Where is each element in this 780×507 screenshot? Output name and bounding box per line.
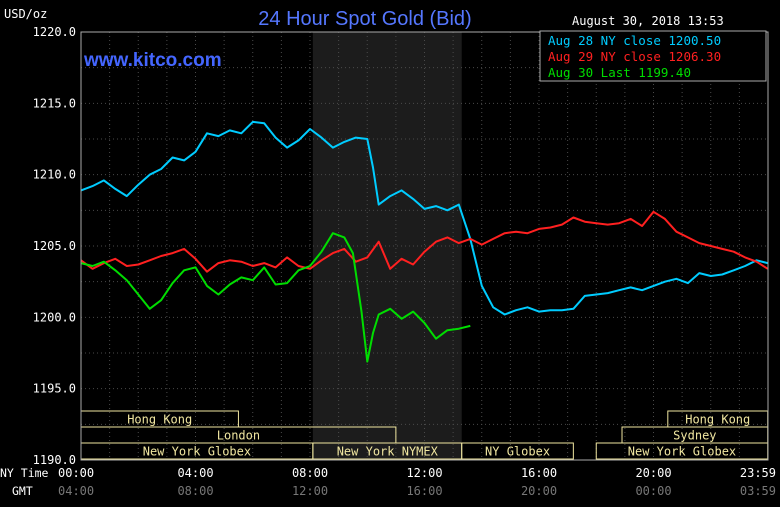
y-tick-label: 1215.0 bbox=[33, 96, 76, 110]
y-tick-label: 1220.0 bbox=[33, 25, 76, 39]
x-tick-label-ny: 20:00 bbox=[635, 466, 671, 480]
session-label: NY Globex bbox=[485, 445, 550, 459]
y-tick-label: 1210.0 bbox=[33, 168, 76, 182]
x-tick-label-ny: 08:00 bbox=[292, 466, 328, 480]
series-line-aug29 bbox=[80, 210, 769, 273]
y-axis-unit-label: USD/oz bbox=[4, 7, 47, 21]
x-tick-label-ny: 04:00 bbox=[177, 466, 213, 480]
session-label: Sydney bbox=[673, 429, 716, 443]
plot-border bbox=[80, 31, 769, 461]
session-label: New York Globex bbox=[628, 445, 736, 459]
x-tick-label-gmt: 04:00 bbox=[58, 484, 94, 498]
legend-box bbox=[539, 30, 767, 82]
x-tick-label-gmt: 12:00 bbox=[292, 484, 328, 498]
x-tick-label-gmt: 20:00 bbox=[521, 484, 557, 498]
y-tick-label: 1200.0 bbox=[33, 310, 76, 324]
legend-entry-aug29: Aug 29 NY close 1206.30 bbox=[548, 49, 721, 64]
price-lines bbox=[80, 120, 769, 363]
session-label: New York Globex bbox=[143, 445, 251, 459]
session-bar bbox=[461, 442, 574, 460]
session-label: Hong Kong bbox=[685, 413, 750, 427]
session-label: London bbox=[217, 429, 260, 443]
series-line-aug28 bbox=[80, 120, 768, 316]
x-axis-ny-time-label: NY Time bbox=[0, 466, 49, 480]
y-axis-tick-labels: 1220.0 1215.0 1210.0 1205.0 1200.0 1195.0 1190… bbox=[33, 25, 76, 467]
series-line-aug30 bbox=[80, 232, 471, 363]
x-tick-label-ny: 23:59 bbox=[740, 466, 776, 480]
x-tick-label-gmt: 16:00 bbox=[406, 484, 442, 498]
x-tick-label-gmt: 08:00 bbox=[177, 484, 213, 498]
timestamp: August 30, 2018 13:53 bbox=[572, 14, 724, 28]
legend: Aug 28 NY close 1200.50 Aug 29 NY close … bbox=[539, 30, 767, 82]
x-tick-label-gmt: 03:59 bbox=[740, 484, 776, 498]
session-label: New York NYMEX bbox=[337, 445, 439, 459]
y-tick-label: 1205.0 bbox=[33, 239, 76, 253]
legend-entry-aug30: Aug 30 Last 1199.40 bbox=[548, 65, 691, 80]
x-tick-label-ny: 16:00 bbox=[521, 466, 557, 480]
website-watermark: www.kitco.com bbox=[83, 50, 222, 71]
x-axis-tick-labels: 00:00 04:00 08:00 12:00 16:00 20:00 23:59 04:00… bbox=[58, 466, 776, 498]
grid bbox=[81, 32, 768, 460]
session-label: Hong Kong bbox=[127, 413, 192, 427]
nymex-session-shading bbox=[312, 32, 462, 460]
legend-entry-aug28: Aug 28 NY close 1200.50 bbox=[548, 33, 721, 48]
chart-title: 24 Hour Spot Gold (Bid) bbox=[258, 8, 471, 30]
x-axis-gmt-label: GMT bbox=[12, 484, 33, 498]
y-tick-label: 1190.0 bbox=[33, 453, 76, 467]
x-tick-label-gmt: 00:00 bbox=[635, 484, 671, 498]
x-tick-label-ny: 00:00 bbox=[58, 466, 94, 480]
y-tick-label: 1195.0 bbox=[33, 382, 76, 396]
x-tick-label-ny: 12:00 bbox=[406, 466, 442, 480]
